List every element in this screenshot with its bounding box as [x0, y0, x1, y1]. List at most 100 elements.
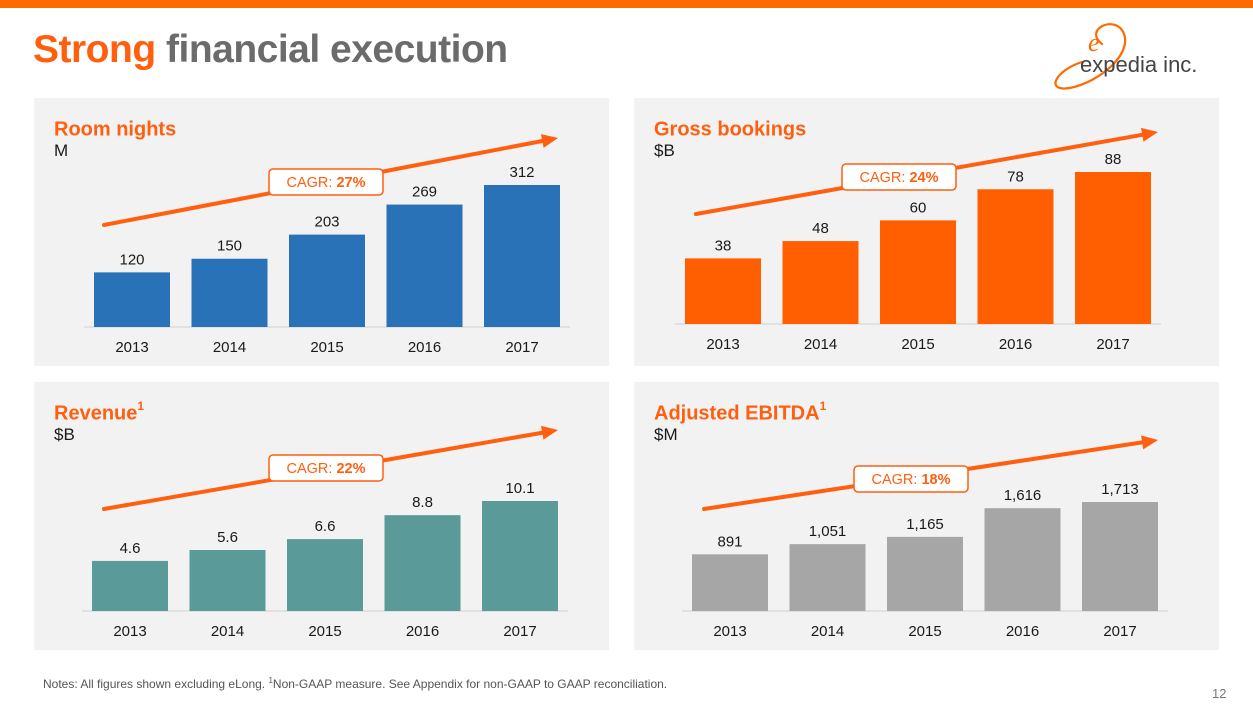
bar-2014 [191, 258, 268, 327]
x-tick-label: 2015 [901, 336, 934, 353]
chart-title: Revenue1 [54, 399, 145, 425]
x-tick-label: 2014 [213, 339, 246, 356]
logo-text: expedia inc. [1080, 52, 1197, 77]
cagr-prefix: CAGR: [860, 170, 910, 186]
chart-panel-revenue: Revenue1 $B 4.6 2013 5.6 2014 6.6 2015 8.8 2016… [34, 382, 609, 650]
cagr-value: 22% [336, 461, 365, 477]
x-tick-label: 2013 [706, 336, 739, 353]
trend-arrow-head [540, 134, 558, 148]
data-label: 38 [715, 237, 732, 254]
bar-2017 [1082, 502, 1158, 611]
chart-unit: $B [654, 141, 675, 160]
cagr-label: CAGR: 22% [287, 461, 366, 477]
data-label: 203 [314, 214, 339, 231]
cagr-badge: CAGR: 24% [841, 163, 957, 191]
data-label: 88 [1105, 151, 1122, 168]
chart-panel-room-nights: Room nights M 120 2013 150 2014 203 2015 269 20… [34, 98, 609, 366]
chart-panel-gross-bookings: Gross bookings $B 38 2013 48 2014 60 2015 78 20… [634, 98, 1219, 366]
x-tick-label: 2013 [113, 623, 146, 640]
bar-2015 [887, 536, 963, 611]
x-tick-label: 2017 [1096, 336, 1129, 353]
bar-2013 [685, 258, 761, 324]
page-title: Strong financial execution [33, 28, 508, 72]
logo-mark: e [1088, 28, 1100, 57]
cagr-value: 27% [336, 175, 365, 191]
data-label: 10.1 [505, 480, 534, 497]
cagr-prefix: CAGR: [287, 461, 337, 477]
data-label: 48 [812, 220, 829, 237]
cagr-badge: CAGR: 22% [268, 454, 384, 482]
data-label: 1,616 [1004, 487, 1042, 504]
cagr-badge-box [268, 454, 384, 482]
bar-2016 [984, 508, 1061, 611]
x-tick-label: 2014 [811, 623, 844, 640]
cagr-prefix: CAGR: [872, 472, 922, 488]
bar-2013 [692, 554, 768, 611]
chart-svg: 4.6 2013 5.6 2014 6.6 2015 8.8 2016 10.1 2017 CAGR… [82, 425, 568, 640]
bar-2017 [1075, 172, 1151, 324]
chart-panel-adjusted-ebitda: Adjusted EBITDA1 $M 891 2013 1,051 2014 1,16… [634, 382, 1219, 650]
top-accent-bar [0, 0, 1253, 8]
x-tick-label: 2014 [211, 623, 244, 640]
data-label: 1,165 [906, 516, 944, 533]
cagr-label: CAGR: 27% [287, 175, 366, 191]
bar-2013 [94, 272, 170, 327]
x-tick-label: 2015 [308, 623, 341, 640]
data-label: 312 [509, 164, 534, 181]
chart-title: Room nights [54, 118, 177, 141]
x-tick-label: 2017 [505, 339, 538, 356]
data-label: 269 [412, 184, 437, 201]
x-tick-label: 2014 [804, 336, 837, 353]
data-label: 1,051 [809, 523, 847, 540]
x-tick-label: 2016 [408, 339, 441, 356]
bar-2015 [289, 234, 365, 327]
data-label: 6.6 [315, 518, 336, 535]
bar-2014 [782, 241, 859, 324]
x-tick-label: 2013 [115, 339, 148, 356]
data-label: 150 [217, 238, 242, 255]
x-tick-label: 2017 [1103, 623, 1136, 640]
footnote: Notes: All figures shown excluding eLong… [43, 676, 668, 691]
bar-2014 [189, 550, 266, 611]
cagr-badge-box [841, 163, 957, 191]
data-label: 4.6 [120, 540, 141, 557]
bar-2015 [287, 539, 363, 611]
chart-unit: $B [54, 425, 75, 444]
bar-2015 [880, 220, 956, 324]
x-tick-label: 2016 [1006, 623, 1039, 640]
x-tick-label: 2013 [713, 623, 746, 640]
chart-title: Adjusted EBITDA1 [654, 399, 827, 425]
chart-unit: $M [654, 425, 678, 444]
chart-svg: 38 2013 48 2014 60 2015 78 2016 88 2017 CAGR: 24% [675, 127, 1161, 353]
title-rest: financial execution [166, 28, 508, 71]
trend-arrow-head [541, 425, 558, 440]
cagr-badge-box [268, 168, 384, 196]
bar-2016 [386, 204, 463, 327]
cagr-value: 24% [909, 170, 938, 186]
data-label: 120 [119, 251, 144, 268]
bar-2017 [482, 501, 558, 611]
chart-svg: 120 2013 150 2014 203 2015 269 2016 312 2017 CAGR:… [84, 134, 570, 356]
x-tick-label: 2015 [908, 623, 941, 640]
trend-arrow-head [1141, 127, 1158, 142]
x-tick-label: 2016 [999, 336, 1032, 353]
cagr-value: 18% [921, 472, 950, 488]
x-tick-label: 2015 [310, 339, 343, 356]
cagr-prefix: CAGR: [287, 175, 337, 191]
bar-2013 [92, 560, 168, 611]
data-label: 8.8 [412, 494, 433, 511]
bar-2014 [789, 544, 866, 611]
cagr-badge: CAGR: 18% [853, 465, 969, 493]
data-label: 1,713 [1101, 481, 1139, 498]
bar-2016 [384, 515, 461, 611]
chart-unit: M [54, 141, 69, 160]
chart-title: Gross bookings [654, 118, 807, 141]
cagr-label: CAGR: 18% [872, 472, 951, 488]
data-label: 5.6 [217, 529, 238, 546]
bar-2016 [977, 189, 1054, 324]
page-number: 12 [1212, 686, 1227, 701]
data-label: 60 [910, 199, 927, 216]
x-tick-label: 2017 [503, 623, 536, 640]
data-label: 891 [717, 533, 742, 550]
cagr-label: CAGR: 24% [860, 170, 939, 186]
